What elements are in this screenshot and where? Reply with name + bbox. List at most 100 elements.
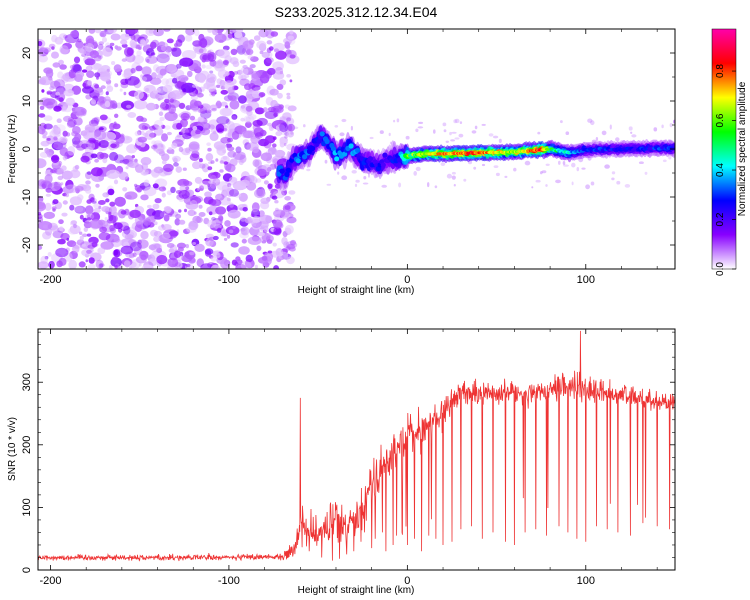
spectrogram-noise-blob <box>69 204 75 211</box>
spectrogram-faint-dot <box>440 162 446 167</box>
spectrogram-noise-blob <box>51 127 60 136</box>
spectrogram-noise-blob <box>127 239 137 248</box>
spectrogram-noise-blob <box>133 99 148 110</box>
spectrogram-noise-blob <box>58 257 67 266</box>
spectrogram-faint-dot <box>351 170 357 174</box>
spectrogram-noise-blob <box>271 195 278 200</box>
spectrogram-noise-blob <box>154 198 162 204</box>
spectrogram-noise-blob <box>208 161 213 165</box>
spectrogram-noise-blob <box>211 216 216 221</box>
spectrogram-noise-blob <box>263 29 272 35</box>
spectrogram-ridge-core <box>544 147 550 151</box>
spectrogram-noise-blob <box>55 91 60 96</box>
spectrogram-faint-dot <box>463 178 467 182</box>
spectrogram-noise-blob <box>161 78 170 86</box>
spectrogram-noise-blob <box>106 85 114 93</box>
spectrogram-noise-blob <box>219 160 224 164</box>
spectrogram-noise-blob <box>152 203 160 210</box>
spectrogram-noise-blob <box>98 41 104 46</box>
spectrogram-noise-blob <box>273 265 279 269</box>
spectrogram-noise-blob <box>146 58 150 63</box>
spectrogram-noise-blob <box>65 39 70 44</box>
spectrogram-faint-dot <box>324 159 328 164</box>
spectrogram-noise-blob <box>178 75 189 82</box>
spectrogram-noise-blob <box>86 70 95 79</box>
spectrogram-x-label: Height of straight line (km) <box>298 285 415 296</box>
spectrogram-ridge-cell <box>355 147 361 153</box>
spectrogram-noise-blob <box>123 225 131 235</box>
spectrogram-noise-blob <box>225 225 240 236</box>
spectrogram-noise-blob <box>38 53 43 58</box>
spectrogram-noise-blob <box>60 75 70 82</box>
spectrogram-noise-blob <box>94 84 100 89</box>
spectrogram-noise-blob <box>60 165 67 171</box>
spectrogram-noise-blob <box>279 79 287 86</box>
spectrogram-noise-blob <box>206 142 211 146</box>
spectrogram-noise-blob <box>157 126 163 130</box>
spectrogram-faint-dot <box>434 185 438 189</box>
spectrogram-noise-blob <box>87 264 96 269</box>
spectrogram-noise-blob <box>207 50 212 54</box>
spectrogram-noise-blob <box>260 201 270 210</box>
spectrogram-noise-blob <box>182 167 187 171</box>
spectrogram-noise-blob <box>194 176 203 184</box>
spectrogram-noise-blob <box>124 47 134 57</box>
spectrogram-faint-dot <box>334 125 339 128</box>
spectrogram-noise-blob <box>88 29 96 34</box>
spectrogram-noise-blob <box>82 86 94 94</box>
spectrogram-noise-blob <box>205 233 214 240</box>
spectrogram-noise-blob <box>149 77 162 85</box>
spectrogram-x-tick-label: -200 <box>39 274 61 286</box>
colorbar-tick-label: 0.8 <box>715 64 726 78</box>
spectrogram-noise-blob <box>214 64 226 72</box>
spectrogram-noise-blob <box>68 227 78 235</box>
spectrogram-noise-blob <box>164 46 172 53</box>
spectrogram-noise-blob <box>216 116 230 125</box>
spectrogram-noise-blob <box>120 210 127 215</box>
spectrogram-noise-blob <box>258 214 272 225</box>
spectrogram-x-ticks: -200 -100 0 100 <box>39 29 658 286</box>
spectrogram-ridge-cell <box>285 167 292 173</box>
spectrogram-noise-blob <box>234 31 243 39</box>
spectrogram-noise-blob <box>159 116 165 122</box>
spectrogram-noise-blob <box>72 242 82 249</box>
spectrogram-noise-blob <box>163 29 171 32</box>
spectrogram-faint-dot <box>576 167 580 172</box>
spectrogram-noise-blob <box>206 108 213 115</box>
spectrogram-noise-blob <box>207 166 213 171</box>
spectrogram-noise-blob <box>251 71 260 79</box>
spectrogram-noise-blob <box>46 101 54 110</box>
spectrogram-noise-blob <box>93 208 101 214</box>
snr-panel: -200 -100 0 100 0 100 200 300 Height of straig… <box>7 328 676 596</box>
spectrogram-noise-blob <box>154 221 158 225</box>
spectrogram-noise-blob <box>199 185 205 191</box>
spectrogram-ridge-cell <box>671 146 675 151</box>
spectrogram-noise-blob <box>238 95 247 104</box>
spectrogram-noise-blob <box>239 59 246 64</box>
spectrogram-noise-blob <box>146 102 157 111</box>
spectrogram-noise-blob <box>250 135 261 144</box>
spectrogram-noise-blob <box>123 69 132 79</box>
snr-x-label: Height of straight line (km) <box>298 585 415 596</box>
spectrogram-faint-dot <box>630 131 633 134</box>
spectrogram-noise-blob <box>251 222 262 230</box>
spectrogram-noise-blob <box>69 65 75 69</box>
spectrogram-noise-blob <box>188 220 199 231</box>
spectrogram-noise-blob <box>278 251 289 260</box>
spectrogram-y-tick-label: -20 <box>21 237 33 253</box>
spectrogram-faint-dot <box>541 170 547 174</box>
spectrogram-noise-blob <box>254 264 258 269</box>
spectrogram-noise-blob <box>138 263 142 267</box>
spectrogram-noise-blob <box>219 196 231 206</box>
spectrogram-noise-blob <box>150 242 163 253</box>
spectrogram-ridge-cell <box>367 156 373 162</box>
spectrogram-noise-blob <box>161 133 168 142</box>
spectrogram-noise-blob <box>72 126 81 135</box>
spectrogram-noise-blob <box>53 79 65 89</box>
spectrogram-noise-blob <box>174 43 179 48</box>
spectrogram-noise-blob <box>73 117 83 126</box>
spectrogram-noise-blob <box>148 244 157 251</box>
spectrogram-noise-blob <box>208 211 213 216</box>
spectrogram-noise-blob <box>109 201 116 207</box>
spectrogram-noise-blob <box>136 50 142 57</box>
